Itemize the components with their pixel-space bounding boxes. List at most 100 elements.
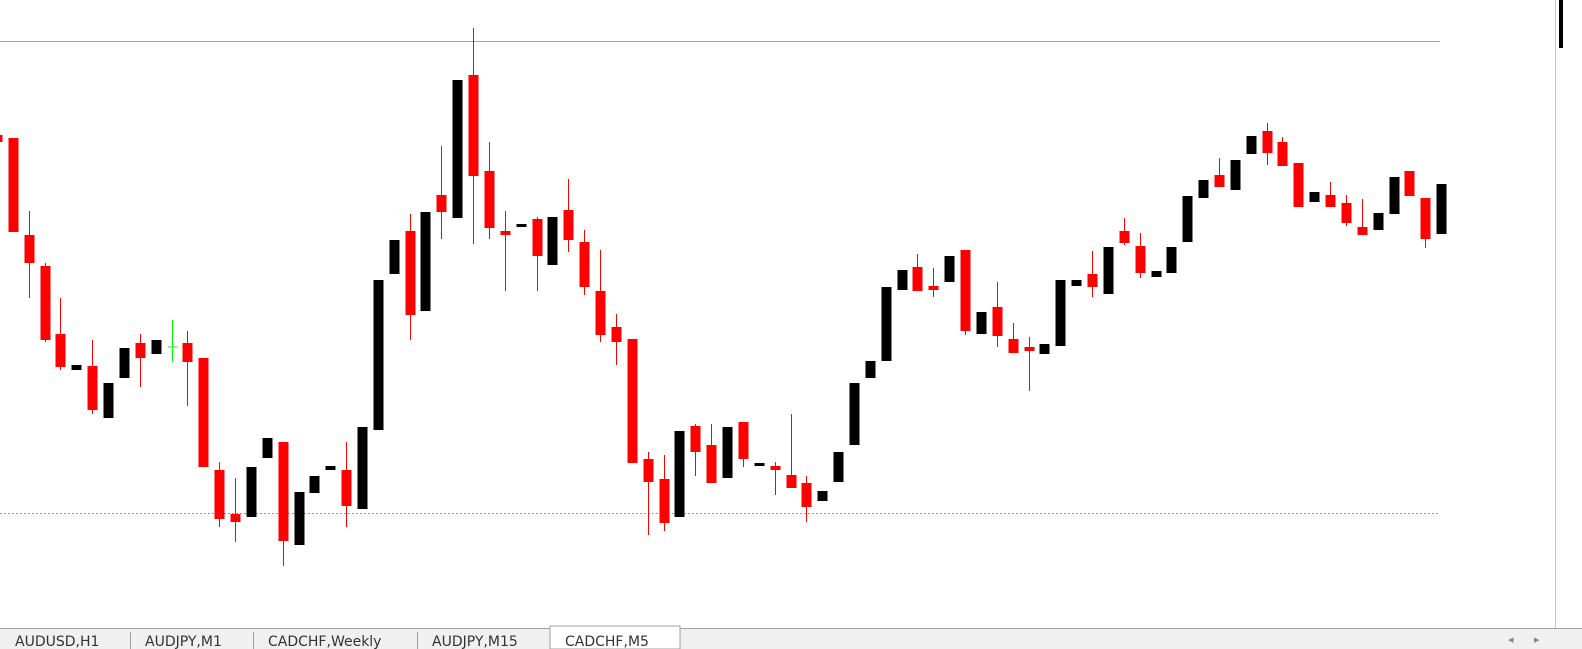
candle-body xyxy=(1420,198,1431,239)
candle-body xyxy=(452,80,463,218)
candle-body xyxy=(294,492,305,545)
candle-body xyxy=(325,466,336,470)
candle-body xyxy=(8,138,19,232)
candle-body xyxy=(627,339,638,463)
candle-body xyxy=(1087,274,1098,287)
candle-body xyxy=(976,312,987,334)
candle-body xyxy=(881,287,892,361)
candle-body xyxy=(643,459,654,482)
candle-body xyxy=(1198,180,1209,198)
candle-body xyxy=(801,483,812,507)
candle-body xyxy=(1293,163,1304,207)
candle-body xyxy=(1230,160,1241,190)
candle-body xyxy=(198,358,209,467)
candle-body xyxy=(579,242,590,287)
candle-body xyxy=(1309,192,1320,202)
candle-body xyxy=(405,231,416,315)
candle-body xyxy=(817,491,828,501)
candle-body xyxy=(135,343,146,358)
scroll-marker xyxy=(1559,0,1563,48)
candle-body xyxy=(1357,227,1368,235)
candle-body xyxy=(595,291,606,335)
candle-body xyxy=(738,422,749,459)
candle-body xyxy=(71,365,82,370)
candle-body xyxy=(849,383,860,445)
candle-body xyxy=(230,514,241,522)
candle-body xyxy=(1246,136,1257,154)
candle-body xyxy=(897,270,908,290)
candle-body xyxy=(659,479,670,523)
candle-body xyxy=(786,475,797,488)
candle-body xyxy=(1151,271,1162,277)
candle-body xyxy=(1277,142,1288,166)
candle-body xyxy=(1039,344,1050,354)
candle-body xyxy=(1135,246,1146,273)
candle-body xyxy=(516,224,527,227)
candle-body xyxy=(547,217,558,265)
candle-body xyxy=(87,366,98,410)
candle-body xyxy=(420,212,431,311)
candle-body xyxy=(865,361,876,378)
candle-body xyxy=(611,327,622,342)
candle-body xyxy=(1182,196,1193,242)
candle-body xyxy=(770,466,781,470)
candle-body xyxy=(1262,131,1273,153)
candle-body xyxy=(674,431,685,517)
candle-body xyxy=(928,286,939,290)
candle-body xyxy=(278,442,289,541)
tab-label[interactable]: AUDUSD,H1 xyxy=(15,634,99,649)
candle-body xyxy=(24,235,35,263)
candle-body xyxy=(754,463,765,466)
candle-body xyxy=(262,438,273,458)
tab-bar xyxy=(0,628,1582,649)
candle-body xyxy=(1389,177,1400,214)
candle-body xyxy=(373,280,384,430)
tab-label[interactable]: AUDJPY,M15 xyxy=(432,634,518,649)
candle-body xyxy=(468,75,479,176)
candle-body xyxy=(1214,175,1225,187)
candle-body xyxy=(1119,231,1130,243)
candle-body xyxy=(563,210,574,240)
scroll-right[interactable]: ▸ xyxy=(1534,633,1540,646)
candle-body xyxy=(103,383,114,418)
candle-body xyxy=(214,470,225,519)
candle-body xyxy=(1436,184,1447,234)
candle-body xyxy=(706,445,717,483)
candle-body xyxy=(1008,339,1019,353)
candle-body xyxy=(1373,213,1384,230)
candle-body xyxy=(992,307,1003,336)
candle-body xyxy=(532,219,543,256)
candle-body xyxy=(341,470,352,506)
tab-label[interactable]: AUDJPY,M1 xyxy=(145,634,222,649)
candle-body xyxy=(912,267,923,291)
tab-active xyxy=(549,625,681,649)
candle-body xyxy=(833,452,844,482)
candle-body xyxy=(722,427,733,478)
candle-body xyxy=(1071,280,1082,286)
candle-body xyxy=(1325,195,1336,207)
candle-body xyxy=(484,171,495,228)
candle-body xyxy=(119,348,130,378)
tab-label[interactable]: CADCHF,Weekly xyxy=(268,634,381,649)
candle-body xyxy=(309,476,320,493)
candle-body xyxy=(357,427,368,509)
candle-body xyxy=(1024,347,1035,351)
candle-body xyxy=(690,426,701,452)
candle-body xyxy=(55,334,66,367)
candle-body xyxy=(0,135,3,142)
candle-body xyxy=(1341,203,1352,223)
scroll-left[interactable]: ◂ xyxy=(1508,633,1514,646)
candle-body xyxy=(151,340,162,354)
candle-body xyxy=(1404,171,1415,196)
candle-chart xyxy=(0,28,1447,566)
candle-body xyxy=(436,195,447,212)
candle-body xyxy=(40,266,51,340)
candle-body xyxy=(500,231,511,235)
tab-label[interactable]: CADCHF,M5 xyxy=(565,634,649,649)
candle-body xyxy=(1055,280,1066,346)
candle-body xyxy=(1166,247,1177,273)
candle-body xyxy=(246,467,257,517)
